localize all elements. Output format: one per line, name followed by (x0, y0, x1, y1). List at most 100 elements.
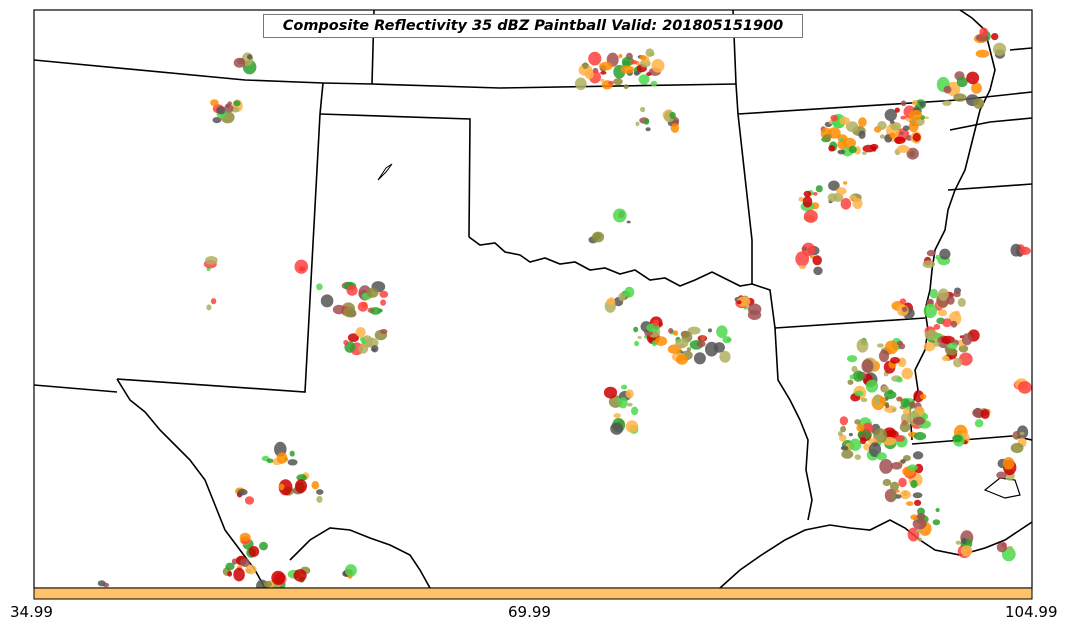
reflectivity-blob (971, 82, 982, 94)
reflectivity-blob (227, 570, 233, 577)
reflectivity-blob (837, 149, 846, 155)
reflectivity-blob (955, 540, 961, 545)
reflectivity-blob (950, 320, 958, 328)
reflectivity-blob (1010, 442, 1024, 454)
reflectivity-blob (380, 299, 386, 306)
reflectivity-blob (210, 298, 217, 305)
reflectivity-blob (618, 292, 626, 302)
reflectivity-blob (933, 324, 941, 330)
reflectivity-blob (837, 139, 847, 150)
reflectivity-blob (610, 422, 624, 435)
reflectivity-blob (613, 208, 627, 223)
reflectivity-blob (899, 298, 907, 305)
reflectivity-blob (379, 290, 389, 298)
reflectivity-blob (900, 398, 910, 408)
reflectivity-blob (624, 286, 635, 298)
reflectivity-blob (848, 432, 853, 437)
reflectivity-blob (686, 347, 692, 352)
reflectivity-blob (1002, 457, 1015, 470)
reflectivity-blob (357, 301, 369, 312)
reflectivity-blob (675, 338, 689, 349)
reflectivity-blob (278, 483, 285, 490)
reflectivity-blob (798, 196, 804, 202)
reflectivity-blob (952, 434, 963, 443)
reflectivity-blob (588, 51, 602, 66)
state-border-tn-ms (947, 183, 1032, 191)
reflectivity-blob (900, 100, 907, 107)
reflectivity-blob (626, 220, 631, 224)
reflectivity-blob (830, 114, 838, 122)
reflectivity-blob (1019, 431, 1025, 436)
reflectivity-blob (801, 242, 816, 257)
reflectivity-blob (890, 493, 897, 500)
reflectivity-blob (643, 118, 650, 125)
reflectivity-blob (841, 449, 854, 459)
state-border-ms-la (911, 435, 1032, 445)
reflectivity-blob (369, 307, 382, 315)
reflectivity-blob (247, 54, 253, 60)
reflectivity-blob (613, 78, 623, 86)
reflectivity-blob (914, 499, 922, 506)
reflectivity-blob (645, 127, 651, 132)
reflectivity-blob (879, 397, 886, 405)
reflectivity-blob (854, 390, 864, 397)
reflectivity-blob (902, 125, 910, 131)
reflectivity-blob (289, 450, 295, 457)
reflectivity-blob (212, 117, 222, 124)
reflectivity-blob (287, 459, 298, 466)
rio-grande (116, 378, 266, 588)
reflectivity-blob (736, 296, 751, 307)
paintball-blobs (97, 27, 1032, 588)
state-border-co-north (34, 59, 324, 84)
reflectivity-blob (895, 435, 905, 442)
reflectivity-blob (719, 350, 731, 363)
reflectivity-blob (355, 327, 366, 338)
reflectivity-blob (815, 185, 823, 193)
reflectivity-blob (890, 462, 903, 470)
state-border-tx-la (774, 327, 813, 521)
reflectivity-blob (343, 339, 349, 346)
reflectivity-blob (578, 64, 593, 76)
reflectivity-blob (912, 518, 927, 530)
reflectivity-blob (670, 123, 680, 133)
reflectivity-blob (633, 326, 639, 333)
reflectivity-blob (574, 77, 587, 91)
reflectivity-blob (881, 385, 889, 393)
reflectivity-blob (823, 134, 832, 141)
reflectivity-blob (216, 106, 226, 115)
reflectivity-blob (956, 76, 968, 88)
reflectivity-blob (916, 512, 926, 520)
reflectivity-blob (912, 451, 924, 460)
reflectivity-blob (954, 310, 960, 316)
reflectivity-blob (858, 130, 866, 139)
reflectivity-blob (600, 70, 607, 75)
reflectivity-blob (705, 341, 719, 357)
reflectivity-blob (847, 355, 858, 363)
reflectivity-blob (939, 248, 951, 260)
reflectivity-blob (655, 336, 668, 346)
reflectivity-blob (946, 342, 958, 350)
colorbar-tick-mid: 69.99 (508, 603, 551, 621)
reflectivity-blob (618, 53, 623, 59)
reflectivity-blob (603, 386, 618, 399)
reflectivity-blob (293, 569, 307, 582)
reflectivity-blob (946, 296, 955, 305)
reflectivity-blob (908, 401, 916, 409)
reflectivity-blob (899, 421, 911, 433)
reflectivity-blob (851, 365, 858, 373)
reflectivity-blob (722, 336, 732, 344)
reflectivity-blob (278, 479, 293, 496)
reflectivity-blob (915, 529, 922, 533)
reflectivity-blob (913, 432, 927, 441)
reflectivity-blob (900, 459, 906, 464)
reflectivity-blob (651, 58, 665, 73)
reflectivity-blob (240, 558, 250, 568)
reflectivity-blob (876, 452, 887, 461)
reflectivity-blob (625, 420, 639, 433)
reflectivity-blob (903, 455, 911, 462)
reflectivity-blob (843, 181, 848, 185)
reflectivity-blob (933, 341, 940, 347)
reflectivity-blob (210, 99, 219, 107)
reflectivity-blob (907, 464, 918, 471)
reflectivity-blob (638, 74, 650, 85)
